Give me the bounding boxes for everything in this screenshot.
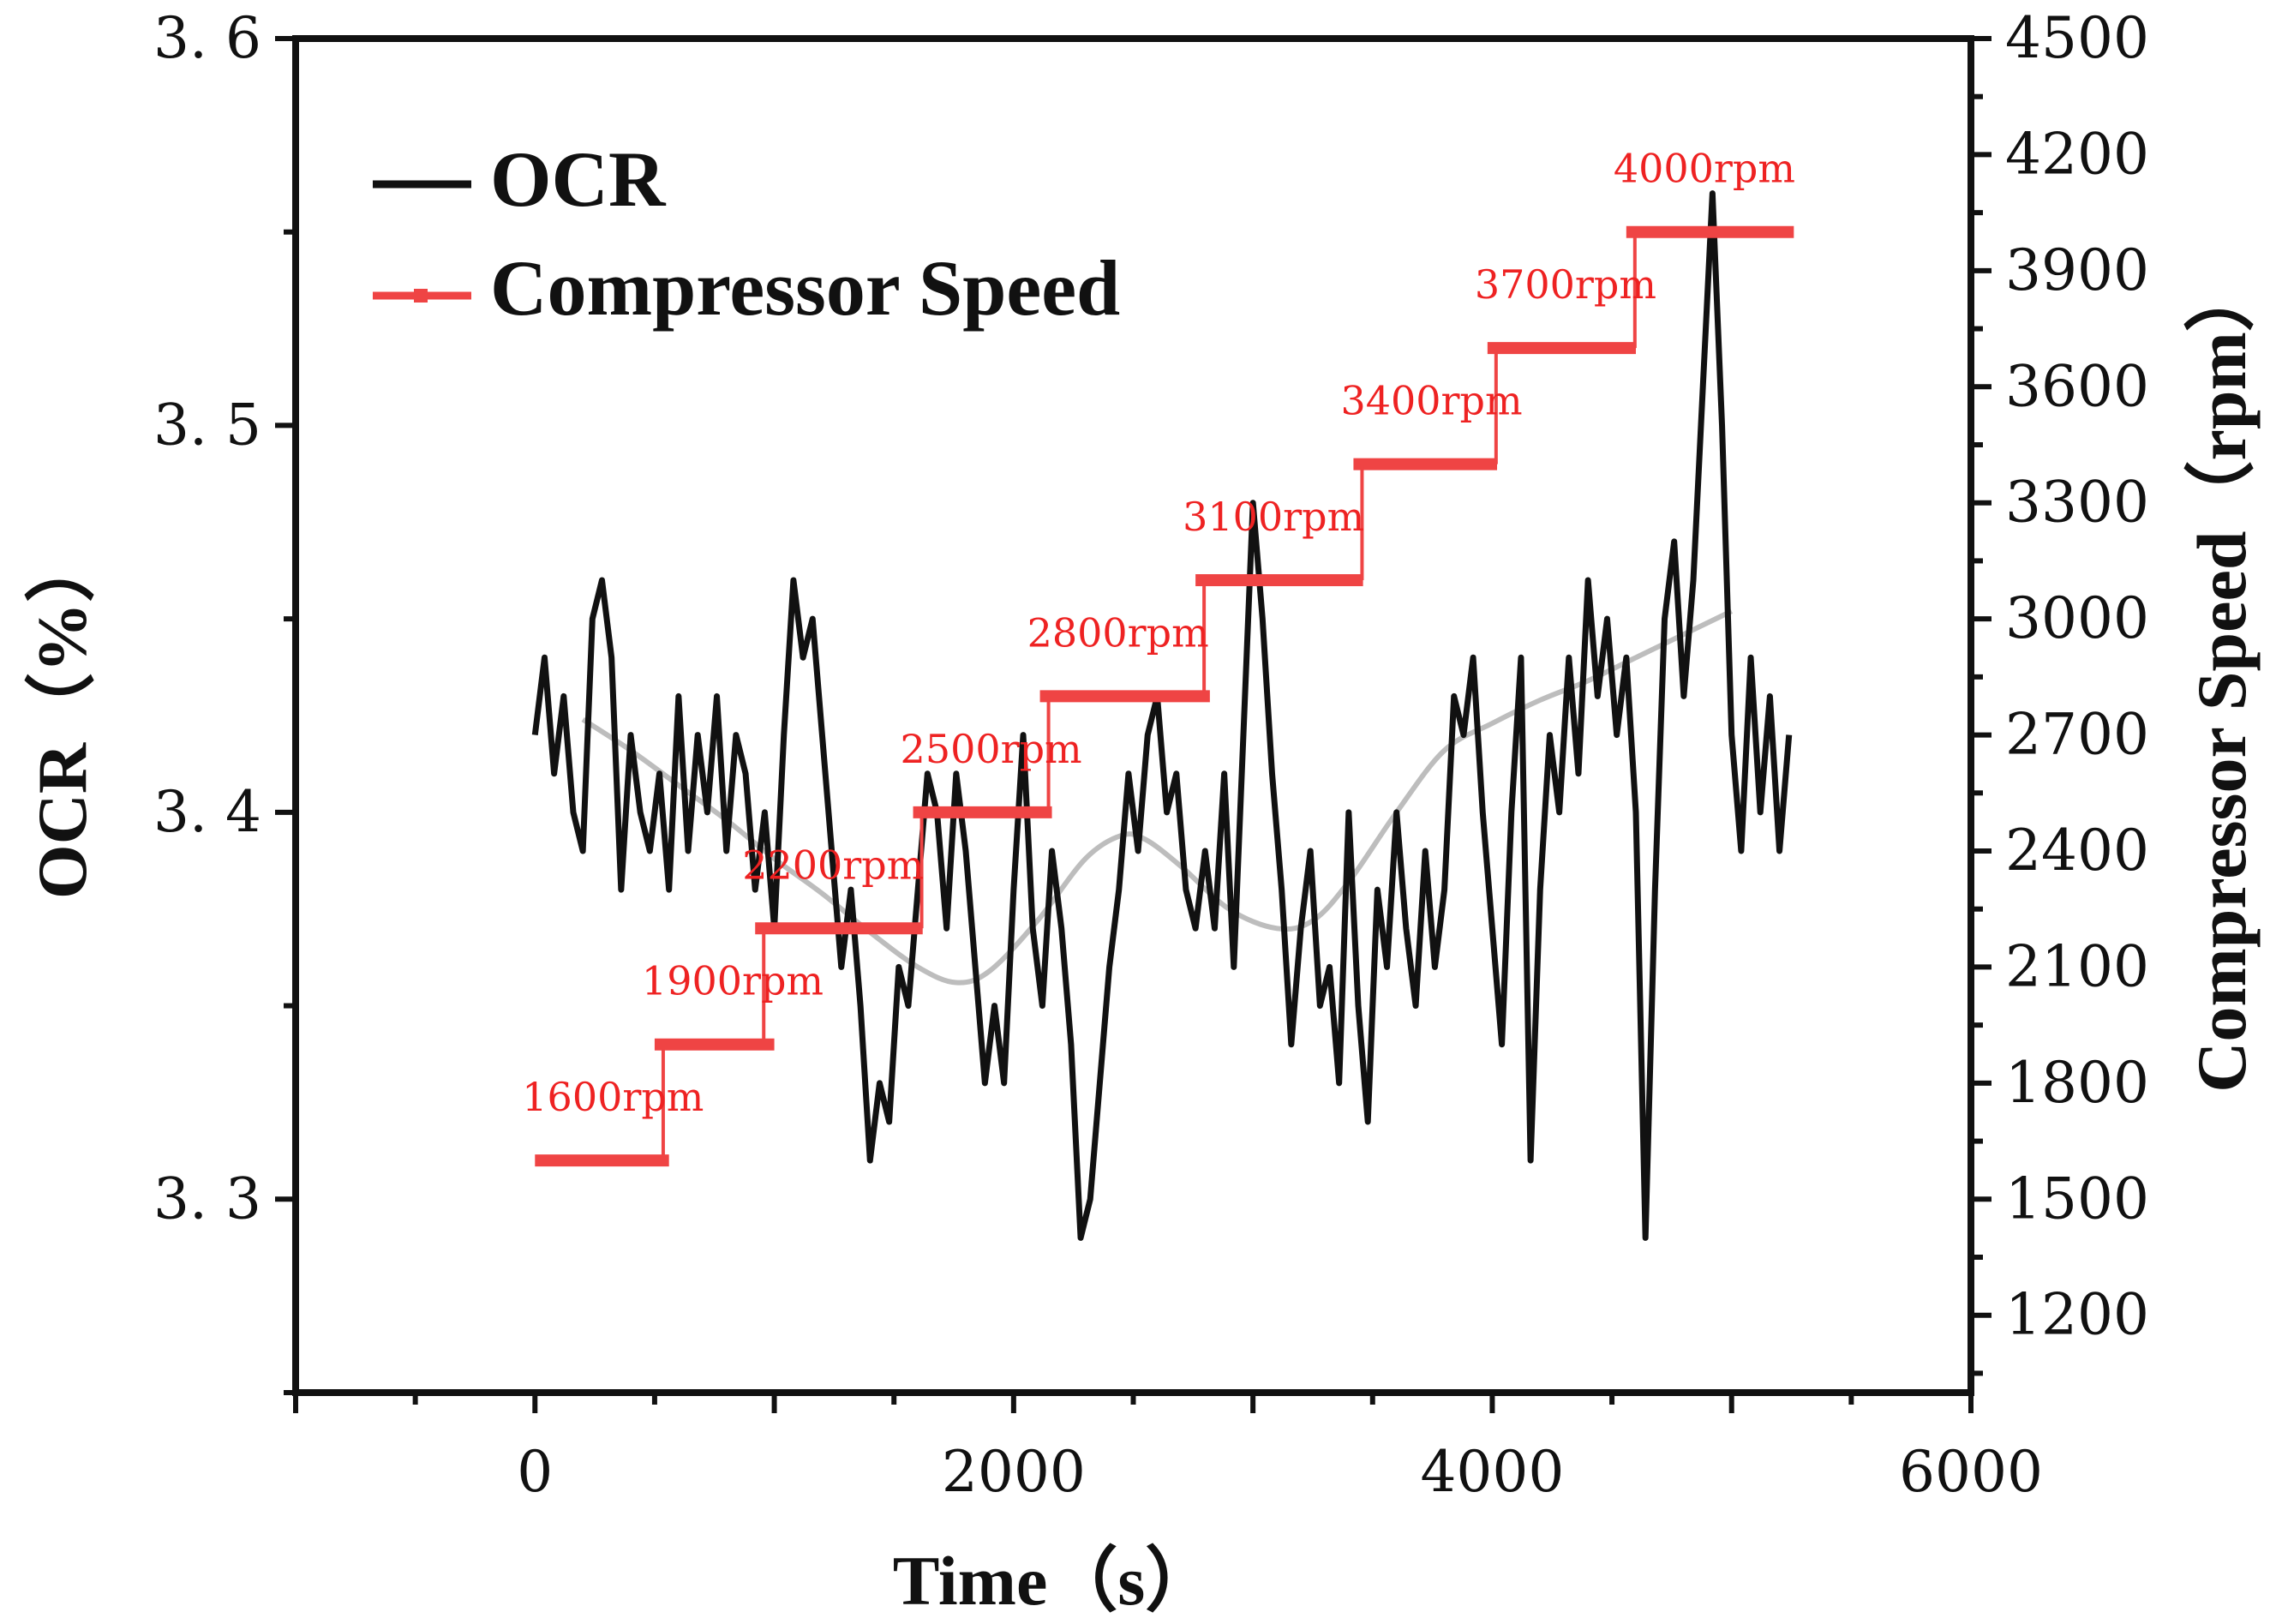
y-axis-left: 3. 3 3. 4 3. 5 3. 6 bbox=[153, 5, 296, 1395]
y2-tick-label: 1800 bbox=[2005, 1050, 2149, 1116]
x-tick-label: 2000 bbox=[942, 1439, 1086, 1505]
y-axis-right: 1200 1500 1800 2100 2400 2700 3000 3300 3600 3900… bbox=[1971, 5, 2149, 1376]
ocr-layer bbox=[531, 190, 1793, 1241]
y-axis-title: OCR（%） bbox=[23, 532, 101, 899]
y2-tick-label: 4200 bbox=[2005, 121, 2149, 187]
x-tick-label: 0 bbox=[517, 1439, 553, 1505]
y2-axis-title: Compressor Speed（rpm） bbox=[2183, 261, 2261, 1093]
y2-tick-label: 4500 bbox=[2005, 5, 2149, 71]
legend: OCR Compressor Speed bbox=[373, 135, 1120, 332]
y2-tick-label: 3000 bbox=[2005, 585, 2149, 651]
y-tick-label: 3. 3 bbox=[153, 1166, 261, 1231]
x-axis: 0 2000 4000 6000 bbox=[293, 1393, 2043, 1505]
y2-tick-label: 3300 bbox=[2005, 470, 2149, 536]
speed-label: 3400rpm bbox=[1340, 378, 1522, 424]
speed-label: 1600rpm bbox=[522, 1074, 704, 1120]
y2-tick-label: 3900 bbox=[2005, 237, 2149, 303]
legend-ocr-label: OCR bbox=[490, 135, 667, 223]
legend-speed-label: Compressor Speed bbox=[490, 244, 1120, 332]
x-tick-label: 6000 bbox=[1899, 1439, 2043, 1505]
y2-tick-label: 2400 bbox=[2005, 818, 2149, 884]
speed-label: 1900rpm bbox=[642, 958, 824, 1004]
y2-tick-label: 3600 bbox=[2005, 353, 2149, 419]
x-axis-title: Time（s） bbox=[893, 1542, 1216, 1620]
y-tick-label: 3. 5 bbox=[153, 392, 261, 458]
y-tick-label: 3. 6 bbox=[153, 5, 261, 71]
speed-label: 2500rpm bbox=[901, 726, 1082, 772]
speed-label: 2800rpm bbox=[1027, 609, 1209, 656]
speed-label: 3700rpm bbox=[1475, 261, 1656, 308]
speed-label: 4000rpm bbox=[1614, 146, 1795, 192]
ocr-line bbox=[531, 190, 1793, 1241]
speed-label: 2200rpm bbox=[742, 842, 924, 888]
legend-speed-marker bbox=[414, 289, 428, 303]
y2-tick-label: 2700 bbox=[2005, 702, 2149, 768]
speed-layer bbox=[535, 225, 1794, 1167]
y2-tick-label: 1200 bbox=[2005, 1282, 2149, 1348]
y2-tick-label: 2100 bbox=[2005, 933, 2149, 999]
speed-label: 3100rpm bbox=[1183, 494, 1364, 540]
y2-tick-label: 1500 bbox=[2005, 1166, 2149, 1231]
speed-label-layer: 1600rpm 1900rpm 2200rpm 2500rpm 2800rpm 3100r… bbox=[522, 146, 1795, 1120]
x-tick-label: 4000 bbox=[1420, 1439, 1564, 1505]
y-tick-label: 3. 4 bbox=[153, 779, 261, 845]
